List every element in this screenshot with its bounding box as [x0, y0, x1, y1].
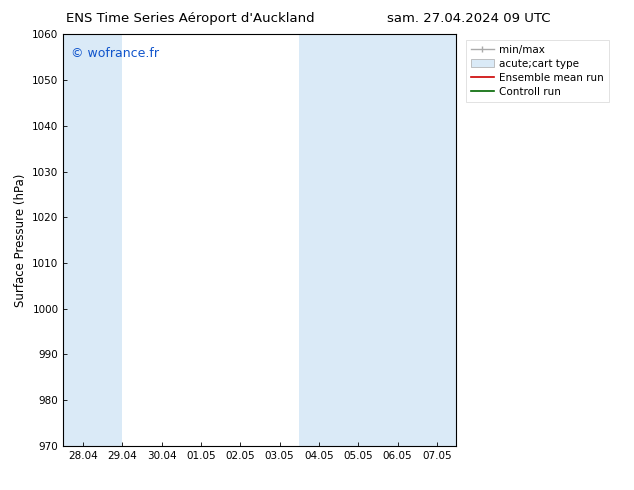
Bar [378, 34, 456, 446]
Y-axis label: Surface Pressure (hPa): Surface Pressure (hPa) [14, 173, 27, 307]
Text: ENS Time Series Aéroport d'Auckland: ENS Time Series Aéroport d'Auckland [66, 12, 314, 25]
Text: © wofrance.fr: © wofrance.fr [71, 47, 159, 60]
Text: sam. 27.04.2024 09 UTC: sam. 27.04.2024 09 UTC [387, 12, 551, 25]
Legend: min/max, acute;cart type, Ensemble mean run, Controll run: min/max, acute;cart type, Ensemble mean … [465, 40, 609, 102]
Bar [299, 34, 378, 446]
Bar [63, 34, 122, 446]
